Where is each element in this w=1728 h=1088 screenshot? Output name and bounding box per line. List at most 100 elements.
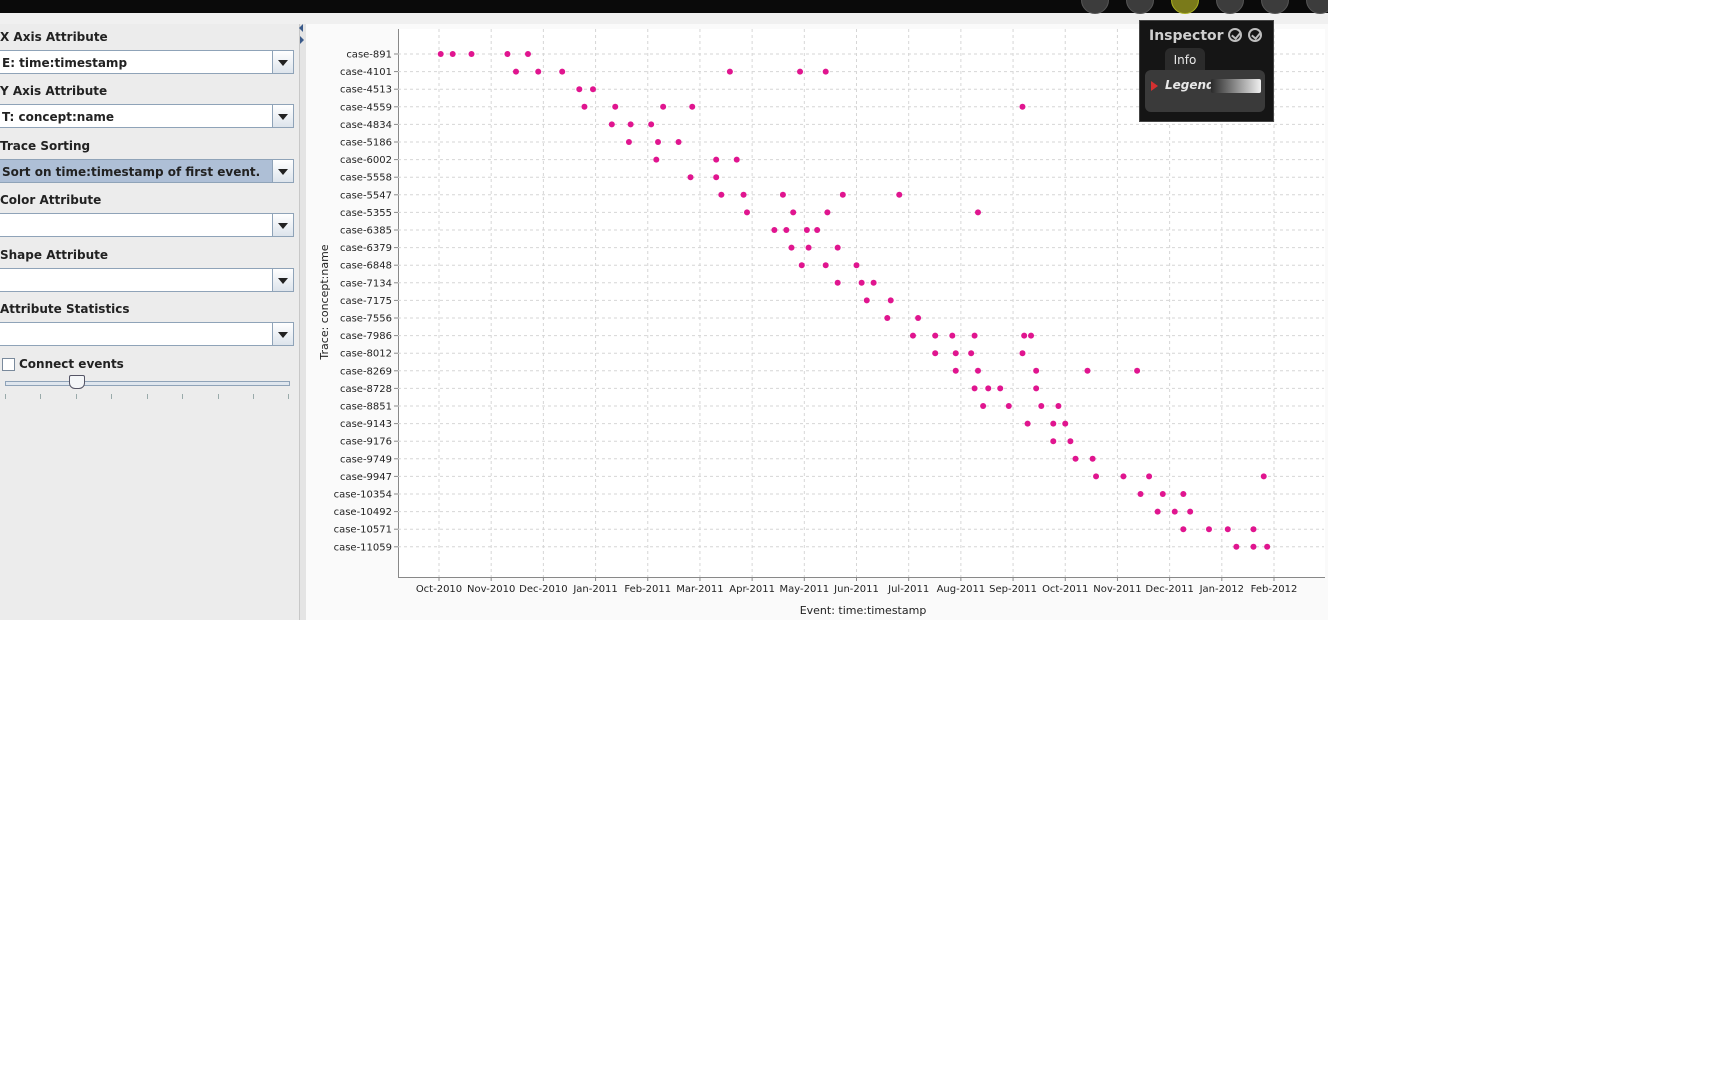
x-axis-select[interactable]: E: time:timestamp — [0, 50, 294, 74]
event-dot[interactable] — [713, 156, 720, 163]
event-dot[interactable] — [1084, 367, 1091, 374]
toolbar-circle-button[interactable] — [1171, 0, 1199, 14]
event-dot[interactable] — [1055, 403, 1062, 409]
event-dot[interactable] — [814, 227, 821, 233]
trace-sorting-select[interactable]: Sort on time:timestamp of first event. — [0, 159, 294, 183]
dotted-chart[interactable]: Oct-2010 Nov-2010 Dec-2010 Jan-2011 Feb-2011… — [306, 24, 1328, 620]
connect-events-checkbox[interactable] — [2, 358, 15, 371]
toolbar-circle-button[interactable] — [1126, 0, 1154, 14]
event-dot[interactable] — [449, 51, 456, 57]
event-dot[interactable] — [743, 209, 750, 216]
event-dot[interactable] — [839, 191, 846, 198]
event-dot[interactable] — [689, 103, 696, 110]
event-dot[interactable] — [834, 279, 841, 286]
event-dot[interactable] — [504, 51, 511, 57]
event-dot[interactable] — [858, 279, 865, 286]
event-dot[interactable] — [576, 86, 583, 93]
event-dot[interactable] — [468, 51, 475, 57]
event-dot[interactable] — [949, 332, 956, 339]
event-dot[interactable] — [1005, 403, 1012, 409]
event-dot[interactable] — [1137, 491, 1144, 497]
event-dot[interactable] — [1260, 473, 1267, 480]
event-dot[interactable] — [1250, 526, 1257, 533]
event-dot[interactable] — [863, 297, 870, 304]
event-dot[interactable] — [896, 191, 903, 198]
event-dot[interactable] — [985, 385, 992, 392]
attribute-statistics-select[interactable] — [0, 322, 294, 346]
event-dot[interactable] — [1187, 508, 1194, 515]
event-dot[interactable] — [726, 68, 733, 75]
event-dot[interactable] — [1062, 420, 1069, 427]
event-dot[interactable] — [974, 209, 981, 216]
event-dot[interactable] — [1024, 420, 1031, 427]
chevron-down-icon[interactable] — [272, 323, 293, 345]
event-dot[interactable] — [1154, 508, 1161, 515]
event-dot[interactable] — [1050, 438, 1057, 445]
event-dot[interactable] — [797, 68, 804, 75]
event-dot[interactable] — [660, 103, 667, 110]
event-dot[interactable] — [870, 279, 877, 286]
event-dot[interactable] — [733, 156, 740, 163]
event-dot[interactable] — [783, 227, 790, 233]
event-dot[interactable] — [805, 244, 812, 251]
toolbar-circle-button[interactable] — [1306, 0, 1328, 14]
event-dot[interactable] — [1180, 491, 1187, 497]
event-dot[interactable] — [974, 367, 981, 374]
event-dot[interactable] — [824, 209, 831, 216]
event-dot[interactable] — [1089, 455, 1096, 462]
chevron-down-icon[interactable] — [272, 214, 293, 236]
event-dot[interactable] — [559, 68, 566, 75]
chevron-down-icon[interactable] — [272, 51, 293, 73]
event-dot[interactable] — [971, 332, 978, 339]
event-dot[interactable] — [771, 227, 778, 233]
event-dot[interactable] — [1205, 526, 1212, 533]
event-dot[interactable] — [798, 262, 805, 269]
detach-icon[interactable] — [1248, 28, 1262, 42]
refresh-icon[interactable] — [1228, 28, 1242, 42]
event-dot[interactable] — [1072, 455, 1079, 462]
event-dot[interactable] — [1093, 473, 1100, 480]
collapse-arrows-icon[interactable] — [298, 22, 306, 48]
event-dot[interactable] — [1159, 491, 1166, 497]
event-dot[interactable] — [1250, 543, 1257, 550]
event-dot[interactable] — [655, 139, 662, 145]
event-dot[interactable] — [1067, 438, 1074, 445]
event-dot[interactable] — [968, 350, 975, 357]
event-dot[interactable] — [822, 262, 829, 269]
event-dot[interactable] — [1019, 350, 1026, 357]
event-dot[interactable] — [627, 121, 634, 128]
toolbar-circle-button[interactable] — [1261, 0, 1289, 14]
event-dot[interactable] — [740, 191, 747, 198]
inspector-panel[interactable]: Inspector Info Legend — [1139, 20, 1274, 122]
event-dot[interactable] — [1021, 332, 1028, 339]
event-dot[interactable] — [535, 68, 542, 75]
slider-thumb[interactable] — [69, 375, 85, 389]
event-dot[interactable] — [997, 385, 1004, 392]
chevron-down-icon[interactable] — [272, 269, 293, 291]
tab-info[interactable]: Info — [1165, 48, 1205, 70]
event-dot[interactable] — [834, 244, 841, 251]
event-dots[interactable] — [437, 51, 1271, 550]
event-dot[interactable] — [884, 315, 891, 321]
event-dot[interactable] — [790, 209, 797, 216]
event-dot[interactable] — [1146, 473, 1153, 480]
event-dot[interactable] — [803, 227, 810, 233]
toolbar-circle-button[interactable] — [1216, 0, 1244, 14]
event-dot[interactable] — [1180, 526, 1187, 533]
event-dot[interactable] — [589, 86, 596, 93]
event-dot[interactable] — [853, 262, 860, 269]
event-dot[interactable] — [687, 174, 694, 181]
toolbar-circle-button[interactable] — [1081, 0, 1109, 14]
event-dot[interactable] — [1028, 332, 1035, 339]
event-dot[interactable] — [971, 385, 978, 392]
legend-row[interactable]: Legend — [1151, 78, 1261, 94]
event-dot[interactable] — [1033, 367, 1040, 374]
event-dot[interactable] — [1233, 543, 1240, 550]
event-dot[interactable] — [980, 403, 987, 409]
zoom-slider[interactable] — [5, 372, 290, 402]
event-dot[interactable] — [1038, 403, 1045, 409]
event-dot[interactable] — [581, 103, 588, 110]
event-dot[interactable] — [675, 139, 682, 145]
event-dot[interactable] — [653, 156, 660, 163]
shape-attribute-select[interactable] — [0, 268, 294, 292]
